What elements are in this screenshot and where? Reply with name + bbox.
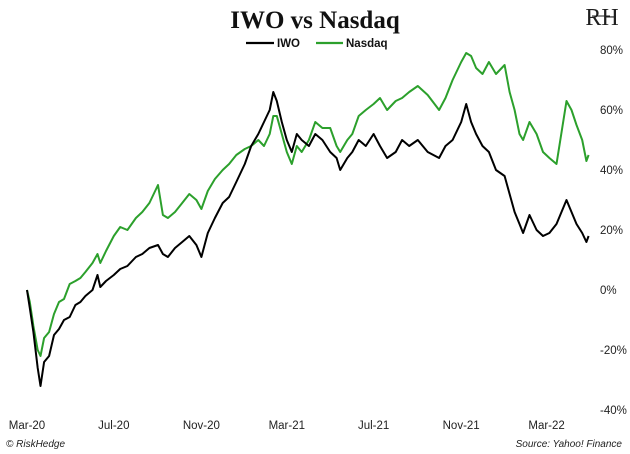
- y-axis: 80% 60% 40% 20% 0% -20% -40%: [600, 45, 627, 417]
- series-line-iwo: [26, 91, 590, 387]
- y-tick-label: 40%: [600, 165, 623, 177]
- y-tick-label: 60%: [600, 105, 623, 117]
- x-tick-label: Jul-20: [98, 420, 129, 432]
- x-tick-label: Nov-21: [443, 420, 480, 432]
- x-tick-label: Mar-20: [9, 420, 45, 432]
- y-tick-label: 80%: [600, 45, 623, 57]
- x-tick-label: Nov-20: [183, 420, 220, 432]
- series-line-nasdaq: [26, 52, 590, 357]
- legend: IWO Nasdaq: [246, 38, 388, 50]
- x-tick-label: Jul-21: [358, 420, 389, 432]
- x-tick-label: Mar-22: [528, 420, 564, 432]
- chart-title: IWO vs Nasdaq: [230, 7, 400, 34]
- source-note: Source: Yahoo! Finance: [516, 439, 623, 450]
- y-tick-label: -40%: [600, 405, 627, 417]
- x-tick-label: Mar-21: [269, 420, 305, 432]
- y-tick-label: 20%: [600, 225, 623, 237]
- x-axis: Mar-20 Jul-20 Nov-20 Mar-21 Jul-21 Nov-21 Mar-…: [9, 420, 565, 432]
- brand-logo: RH: [585, 5, 618, 31]
- series-layer: [26, 52, 590, 387]
- legend-label-iwo: IWO: [277, 38, 300, 50]
- copyright-note: © RiskHedge: [6, 439, 65, 450]
- y-tick-label: 0%: [600, 285, 617, 297]
- y-tick-label: -20%: [600, 345, 627, 357]
- logo-mark: RH: [585, 5, 618, 31]
- legend-label-nasdaq: Nasdaq: [346, 38, 388, 50]
